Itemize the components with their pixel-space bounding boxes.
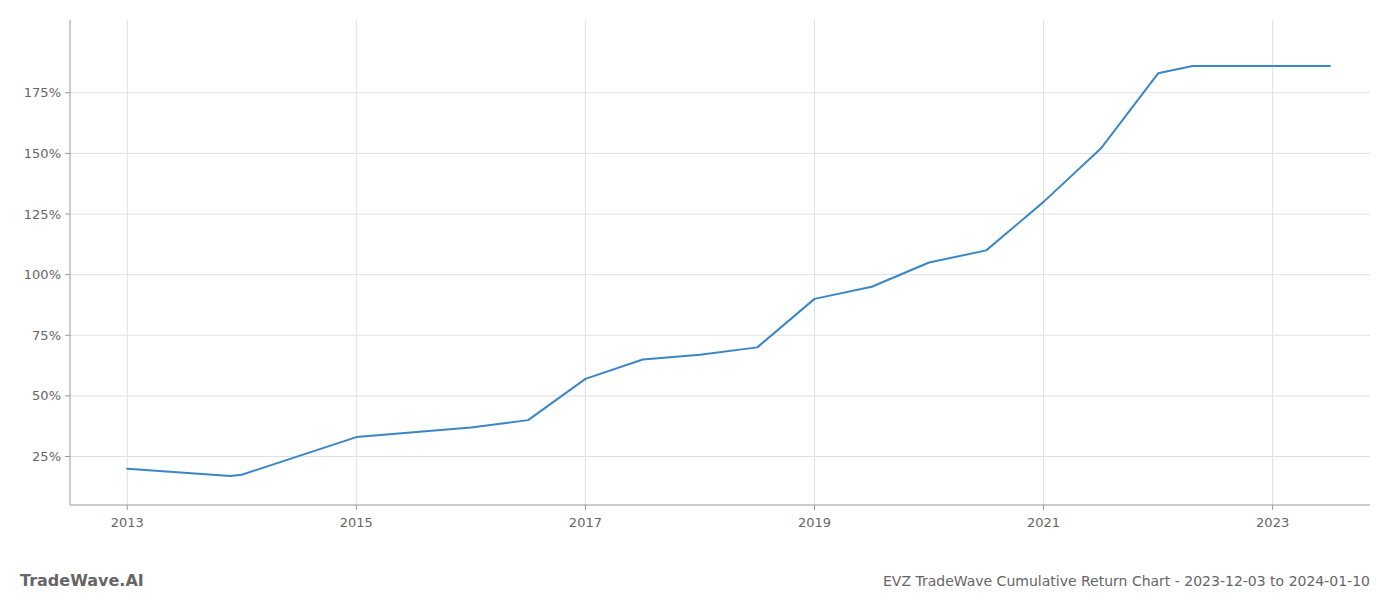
x-tick-label: 2021 [1027,515,1060,530]
x-grid-line [356,20,357,505]
title: EVZ TradeWave Cumulative Return Chart - … [883,573,1370,589]
y-grid-line [70,456,1370,457]
y-tick-label: 25% [32,449,61,464]
y-tick-label: 75% [32,328,61,343]
axes: 2013 2015 2017 2019 2021 2023 25% 50% 75% 100% 125… [24,20,1370,530]
x-grid-line [585,20,586,505]
x-tick [127,505,128,510]
y-grid-line [70,92,1370,93]
y-grid-line [70,395,1370,396]
y-tick [65,274,70,275]
x-tick-label: 2023 [1256,515,1289,530]
x-tick [356,505,357,510]
x-grid-line [127,20,128,505]
chart: 2013 2015 2017 2019 2021 2023 25% 50% 75% 100% 125… [0,0,1400,600]
y-tick [65,153,70,154]
y-tick [65,214,70,215]
y-grid-line [70,335,1370,336]
y-grid-line [70,214,1370,215]
line [127,66,1330,476]
y-tick [65,395,70,396]
y-tick-label: 100% [24,267,61,282]
y-tick [65,456,70,457]
y-tick [65,92,70,93]
x-grid-line [1043,20,1044,505]
x-grid-line [814,20,815,505]
y-tick-label: 150% [24,146,61,161]
watermark: TradeWave.AI [20,571,144,590]
y-tick-label: 50% [32,388,61,403]
y-tick-label: 175% [24,85,61,100]
x-grid-line [1272,20,1273,505]
y-tick-label: 125% [24,207,61,222]
x-tick [814,505,815,510]
x-tick [1043,505,1044,510]
series [127,66,1330,476]
y-tick [65,335,70,336]
grid [70,20,1370,505]
x-tick-label: 2019 [798,515,831,530]
y-grid-line [70,274,1370,275]
y-grid-line [70,153,1370,154]
x-tick-label: 2017 [569,515,602,530]
x-tick [1272,505,1273,510]
x-tick-label: 2015 [340,515,373,530]
x-axis-line [70,505,1370,506]
x-tick-label: 2013 [111,515,144,530]
x-tick [585,505,586,510]
